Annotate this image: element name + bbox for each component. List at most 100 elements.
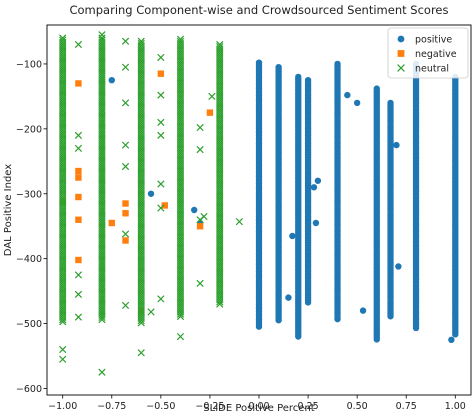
neutral-point (200, 212, 208, 221)
positive-point (395, 263, 402, 270)
positive-column (334, 60, 341, 323)
neutral-point (157, 53, 165, 62)
legend-marker-neutral (397, 64, 405, 72)
negative-point (75, 167, 82, 175)
neutral-point (157, 295, 165, 303)
neutral-point (157, 131, 165, 139)
neutral-point (74, 313, 83, 321)
neutral-point (157, 118, 165, 126)
negative-point (108, 219, 115, 227)
neutral-point (74, 144, 83, 152)
plot-points (59, 31, 459, 376)
neutral-point (176, 312, 185, 321)
legend-marker-negative (397, 50, 405, 57)
neutral-point (137, 349, 145, 357)
legend-item-neutral: neutral (397, 64, 449, 75)
positive-point (387, 313, 394, 320)
neutral-point (157, 180, 165, 188)
neutral-point (59, 355, 67, 363)
negative-point (122, 237, 129, 244)
neutral-column (98, 34, 106, 324)
neutral-column (176, 35, 185, 321)
neutral-point (98, 313, 106, 322)
positive-point (359, 307, 367, 314)
legend-box (387, 27, 469, 79)
neutral-column (137, 37, 145, 327)
negative-point (138, 307, 145, 314)
neutral-point (121, 99, 130, 107)
neutral-point (74, 40, 83, 49)
positive-point (452, 331, 459, 338)
positive-point (147, 190, 155, 197)
positive-point (448, 336, 455, 344)
legend-item-negative: negative (397, 49, 457, 60)
neutral-point (59, 345, 67, 354)
neutral-point (235, 218, 243, 226)
negative-point (157, 70, 165, 77)
negative-point (75, 216, 82, 223)
neutral-point (137, 317, 145, 325)
neutral-point (137, 319, 145, 327)
neutral-column (59, 34, 67, 326)
neutral-point (121, 63, 130, 71)
y-tick-label: −100 (16, 59, 42, 70)
neutral-point (176, 310, 185, 318)
neutral-point (216, 298, 224, 306)
neutral-point (98, 315, 106, 324)
positive-point (353, 99, 361, 107)
positive-column (373, 85, 380, 343)
positive-point (191, 206, 198, 214)
positive-column (295, 73, 302, 340)
positive-point (108, 76, 115, 84)
neutral-point (121, 301, 130, 310)
x-axis: −1.00 −0.75 −0.50 −0.25 0.00 0.25 0.50 0.75 1.00 (48, 395, 466, 412)
neutral-point (176, 332, 185, 341)
neutral-column (216, 40, 224, 308)
neutral-point (121, 162, 130, 171)
positive-column (412, 60, 420, 332)
negative-point (122, 200, 129, 207)
negative-point (75, 174, 82, 181)
negative-point (161, 202, 168, 209)
x-tick-label: −0.25 (195, 401, 224, 412)
series-neutral (59, 31, 243, 376)
legend-marker-positive (397, 35, 405, 43)
neutral-point (59, 315, 67, 324)
neutral-point (157, 91, 165, 99)
negative-point (122, 210, 129, 217)
neutral-point (196, 279, 204, 287)
legend-item-positive: positive (397, 35, 452, 46)
x-tick-label: 1.00 (445, 401, 466, 412)
x-tick-label: −1.00 (48, 401, 77, 412)
neutral-point (74, 290, 83, 299)
positive-point (312, 219, 320, 227)
positive-column (275, 63, 282, 324)
legend-label: neutral (415, 64, 449, 75)
positive-point (285, 294, 292, 301)
positive-column (452, 73, 459, 338)
neutral-point (121, 141, 130, 149)
neutral-point (74, 271, 83, 279)
chart-title: Comparing Component-wise and Crowdsource… (69, 3, 448, 17)
negative-point (196, 223, 204, 230)
positive-point (289, 232, 296, 240)
y-tick-label: −500 (16, 319, 42, 330)
positive-point (393, 141, 400, 149)
positive-column (255, 59, 263, 330)
neutral-point (74, 131, 83, 139)
y-axis: −100 −200 −300 −400 −500 −600 (16, 59, 47, 395)
negative-point (75, 80, 82, 87)
y-tick-label: −300 (16, 189, 42, 200)
series-positive (108, 59, 459, 344)
x-tick-label: 0.75 (396, 401, 417, 412)
x-tick-label: 0.00 (248, 401, 269, 412)
x-tick-label: −0.50 (146, 401, 175, 412)
y-axis-label: DAL Positive Index (3, 164, 14, 256)
legend-label: negative (415, 49, 457, 60)
positive-point (373, 336, 380, 343)
positive-point (344, 91, 351, 99)
positive-column (387, 99, 394, 320)
neutral-point (196, 123, 204, 132)
neutral-point (121, 230, 130, 238)
